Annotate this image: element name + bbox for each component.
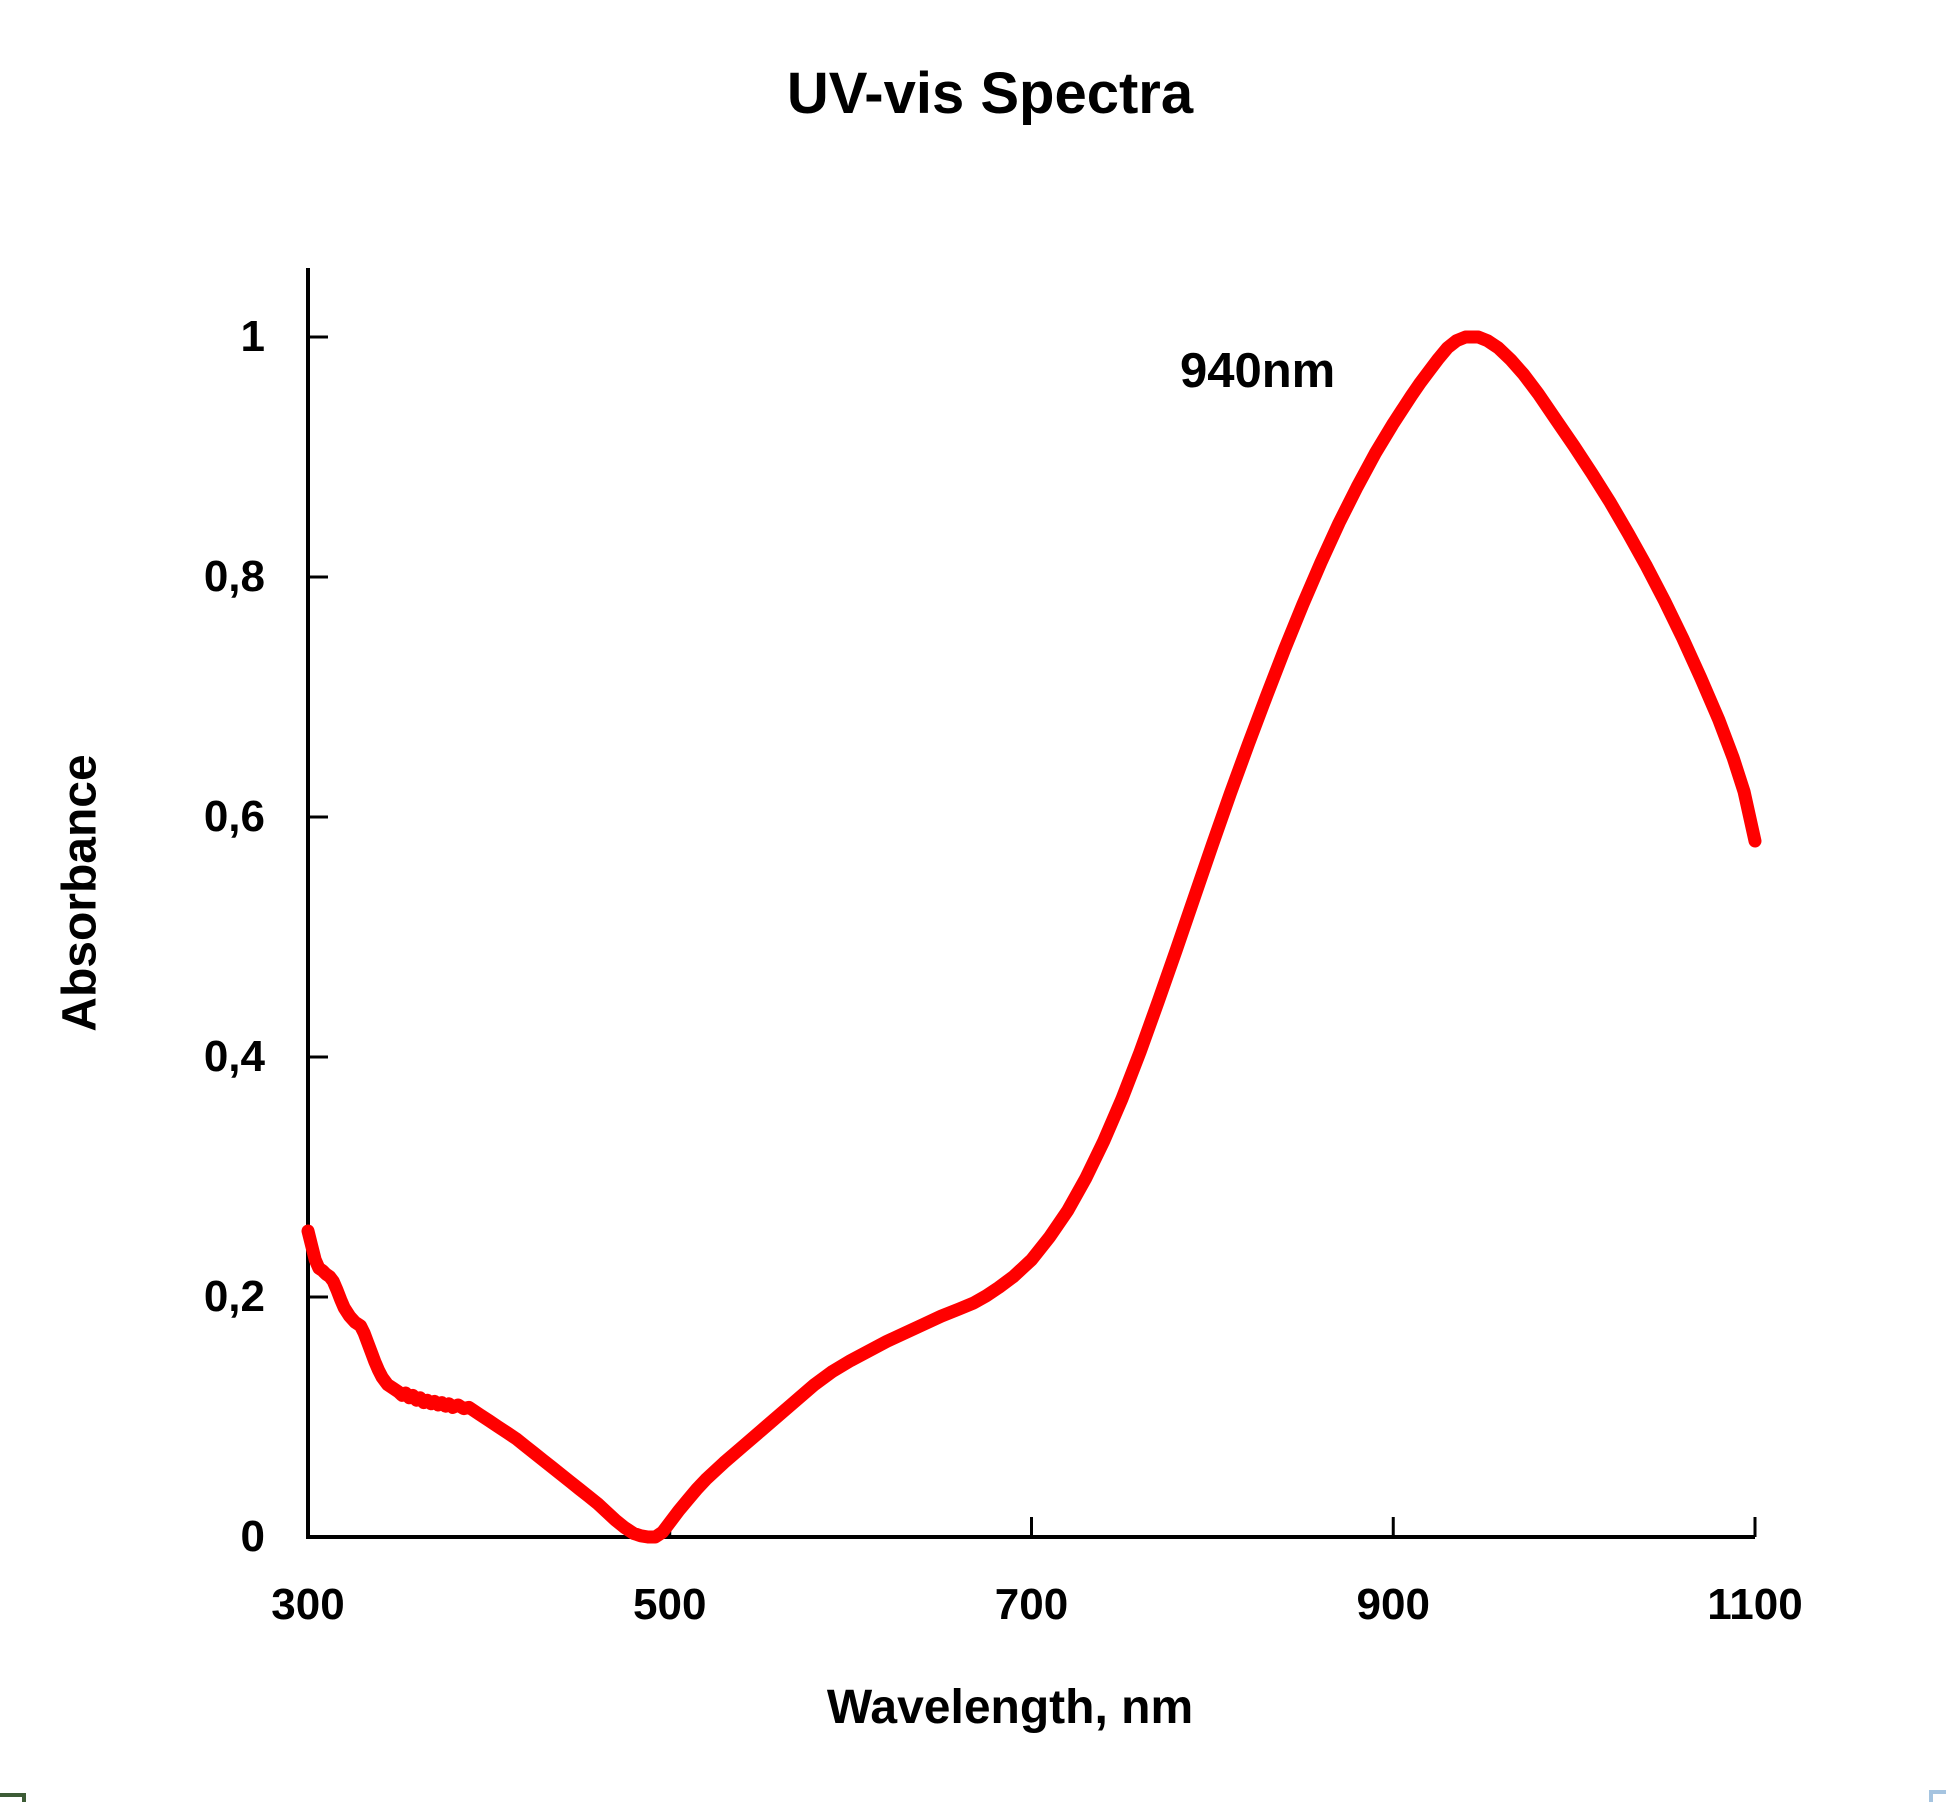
y-tick-label: 0 <box>240 1512 265 1561</box>
x-tick-label: 700 <box>994 1580 1069 1629</box>
y-axis-title: Absorbance <box>53 754 107 1032</box>
peak-annotation: 940nm <box>1179 343 1336 398</box>
window-fragment-bottom-right <box>1929 1790 1946 1802</box>
x-tick-label: 500 <box>633 1580 707 1629</box>
y-tick-label: 0,8 <box>203 552 265 601</box>
x-tick-label: 1100 <box>1707 1580 1803 1629</box>
y-tick-label: 1 <box>240 312 265 361</box>
y-tick-label: 0,6 <box>203 792 265 841</box>
spectrum-curve <box>301 330 1762 1544</box>
x-tick-label: 300 <box>271 1580 345 1629</box>
y-tick-label: 0,2 <box>203 1272 265 1321</box>
y-tick-label: 0,4 <box>203 1032 265 1081</box>
x-tick-label: 900 <box>1356 1580 1430 1629</box>
chart-title: UV-vis Spectra <box>786 61 1194 126</box>
x-axis-title: Wavelength, nm <box>826 1681 1194 1734</box>
window-fragment-bottom-left <box>0 1793 26 1802</box>
